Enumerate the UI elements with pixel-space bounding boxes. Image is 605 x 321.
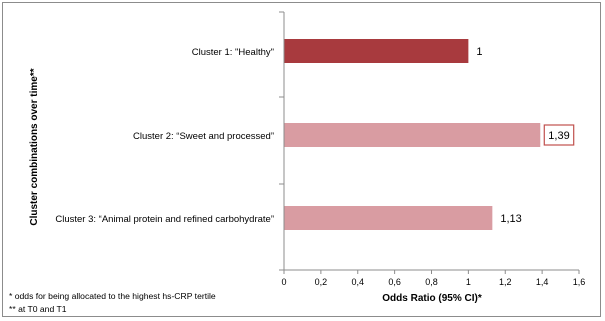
value-label-highlight-box bbox=[543, 124, 575, 146]
bar bbox=[284, 39, 469, 63]
x-tick-label: 0,6 bbox=[388, 277, 401, 287]
footnote-1: * odds for being allocated to the highes… bbox=[9, 291, 216, 301]
value-label: 1,13 bbox=[500, 213, 521, 225]
bar bbox=[284, 206, 493, 230]
y-axis-title: Cluster combinations over time** bbox=[29, 68, 40, 225]
footnote-2: ** at T0 and T1 bbox=[9, 304, 67, 314]
value-label: 1 bbox=[476, 46, 482, 58]
x-tick-label: 0,4 bbox=[351, 277, 364, 287]
x-tick-label: 0 bbox=[281, 277, 286, 287]
x-tick-label: 1 bbox=[466, 277, 471, 287]
value-label: 1,39 bbox=[548, 130, 569, 142]
x-tick-label: 1,4 bbox=[536, 277, 549, 287]
bar bbox=[284, 123, 541, 147]
bars-layer: 1 1,39 1,13 bbox=[284, 39, 575, 230]
x-tick-label: 0,8 bbox=[425, 277, 438, 287]
category-label: Cluster 1: "Healthy" bbox=[192, 47, 274, 58]
category-label: Cluster 3: “Animal protein and refined c… bbox=[55, 214, 274, 225]
x-tick-label: 1,6 bbox=[573, 277, 586, 287]
x-tick-label: 1,2 bbox=[499, 277, 512, 287]
x-tick-label: 0,2 bbox=[315, 277, 328, 287]
x-axis-title: Odds Ratio (95% CI)* bbox=[382, 293, 482, 304]
axis-layer: 0 0,2 0,4 0,6 0,8 1 1,2 1,4 1,6 Cluster 1: "Healt… bbox=[55, 11, 586, 287]
category-label: Cluster 2: “Sweet and processed” bbox=[133, 131, 274, 142]
